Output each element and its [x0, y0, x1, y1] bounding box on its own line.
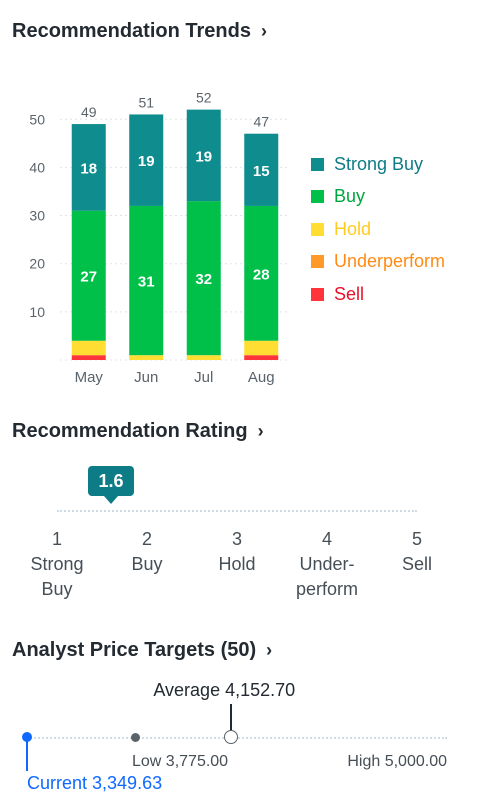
- recommendation-rating-title-text: Recommendation Rating: [12, 420, 248, 442]
- rating-scale-text: Buy: [41, 579, 73, 599]
- legend-item: Strong Buy: [311, 148, 445, 181]
- legend-swatch: [311, 255, 324, 269]
- bar-segment-label: 28: [253, 266, 270, 283]
- bar-segment: [186, 201, 221, 356]
- recommendation-trends-title[interactable]: Recommendation Trends ›: [12, 20, 267, 43]
- bar-segment: [71, 355, 106, 360]
- rating-scale-label: 4 Under-perform: [277, 527, 377, 602]
- rating-scale-text: 2: [141, 529, 152, 549]
- rating-scale-text: [367, 577, 467, 602]
- legend-label: Underperform: [334, 251, 446, 272]
- rating-scale-text: [97, 577, 197, 602]
- x-tick-label: Jun: [134, 369, 158, 386]
- bar-segment: [244, 355, 279, 360]
- bar-segment-label: 19: [195, 148, 212, 165]
- legend-swatch: [311, 287, 324, 301]
- rating-scale-text: Under-: [299, 554, 355, 574]
- bar-total-label: 51: [138, 94, 154, 110]
- legend-item: Underperform: [311, 246, 445, 279]
- current-price-label: Current 3,349.63: [27, 773, 163, 793]
- bar-segment-label: 31: [138, 274, 155, 291]
- legend-item: Hold: [311, 213, 445, 246]
- bar-segment: [71, 124, 106, 211]
- bar-segment-label: 19: [138, 153, 155, 170]
- legend-swatch: [311, 157, 324, 171]
- rating-pointer-icon: [104, 496, 118, 504]
- bar-total-label: 47: [253, 114, 269, 130]
- current-price-marker: [22, 732, 32, 742]
- bar-segment: [244, 133, 279, 206]
- rating-scale-text: Sell: [401, 554, 432, 574]
- bar-segment: [71, 210, 106, 341]
- rating-scale-text: perform: [295, 579, 358, 599]
- x-tick-label: Jul: [194, 369, 213, 386]
- bar-segment: [71, 340, 106, 356]
- analyst-price-targets-title[interactable]: Analyst Price Targets (50) ›: [12, 639, 272, 662]
- rating-scale-label: 1 Strong Buy: [7, 527, 107, 602]
- rating-scale-label: 5 Sell: [367, 527, 467, 602]
- bar-segment: [129, 114, 164, 206]
- rating-scale-text: Hold: [218, 554, 256, 574]
- legend-label: Hold: [334, 218, 372, 239]
- rating-scale-text: [187, 577, 287, 602]
- legend-label: Strong Buy: [334, 153, 424, 174]
- rating-scale-label: 3 Hold: [187, 527, 287, 602]
- x-tick-label: May: [75, 369, 104, 386]
- chart-legend: Strong Buy Buy Hold Underperform Sell: [311, 148, 445, 311]
- x-tick-label: Aug: [248, 369, 275, 386]
- bar-segment: [129, 205, 164, 356]
- bar-segment: [129, 355, 164, 360]
- rating-scale-text: 4: [321, 529, 332, 549]
- y-tick-label: 30: [29, 208, 45, 224]
- legend-item: Sell: [311, 278, 445, 311]
- bar-segment-label: 18: [80, 160, 97, 177]
- rating-scale-text: 3: [231, 529, 242, 549]
- y-tick-label: 50: [29, 111, 45, 127]
- recommendation-trends-chart: 10 20 30 40 50 27 18 49 May 31 19 51 Jun 32 19 52 Jul 28 1…: [29, 90, 290, 386]
- y-tick-label: 10: [29, 304, 45, 320]
- legend-label: Buy: [334, 186, 366, 207]
- bar-total-label: 52: [196, 90, 212, 106]
- average-target-stem: [230, 704, 233, 731]
- bar-segment: [186, 109, 221, 202]
- y-tick-label: 40: [29, 159, 45, 175]
- bar-segment: [244, 205, 279, 341]
- bar-segment-label: 27: [80, 269, 97, 286]
- rating-scale-text: Buy: [131, 554, 163, 574]
- price-target-range: Average 4,152.70 Low 3,775.00 High 5,000…: [0, 675, 483, 809]
- bar-segment-label: 32: [195, 271, 212, 288]
- recommendation-rating-title[interactable]: Recommendation Rating ›: [12, 420, 264, 443]
- rating-scale-text: 5: [411, 529, 422, 549]
- chevron-right-icon: ›: [266, 640, 273, 660]
- legend-swatch: [311, 190, 324, 204]
- bar-total-label: 49: [81, 104, 97, 120]
- chevron-right-icon: ›: [260, 21, 267, 41]
- recommendation-rating-scale: 1.6 1 Strong Buy 2 Buy 3 Hold 4 Under-perform 5 Se…: [0, 460, 483, 610]
- legend-item: Buy: [311, 181, 445, 214]
- rating-scale-text: Strong: [30, 554, 84, 574]
- bar-segment-label: 15: [253, 163, 270, 180]
- low-target-marker: [130, 733, 140, 742]
- rating-scale-text: 1: [51, 529, 62, 549]
- legend-swatch: [311, 222, 324, 236]
- bar-segment: [186, 355, 221, 360]
- legend-label: Sell: [334, 283, 365, 304]
- analyst-price-targets-title-text: Analyst Price Targets (50): [12, 639, 257, 661]
- rating-track: [57, 510, 417, 512]
- current-price-stem: [26, 741, 28, 771]
- high-target-label: High 5,000.00: [347, 753, 447, 770]
- chevron-right-icon: ›: [257, 421, 264, 441]
- rating-value-badge: 1.6: [88, 466, 134, 496]
- recommendation-trends-title-text: Recommendation Trends: [12, 20, 251, 42]
- y-tick-label: 20: [29, 256, 45, 272]
- average-target-label: Average 4,152.70: [153, 680, 296, 700]
- average-target-marker: [223, 730, 238, 744]
- bar-segment: [244, 340, 279, 356]
- rating-scale-label: 2 Buy: [97, 527, 197, 602]
- low-target-label: Low 3,775.00: [132, 753, 229, 770]
